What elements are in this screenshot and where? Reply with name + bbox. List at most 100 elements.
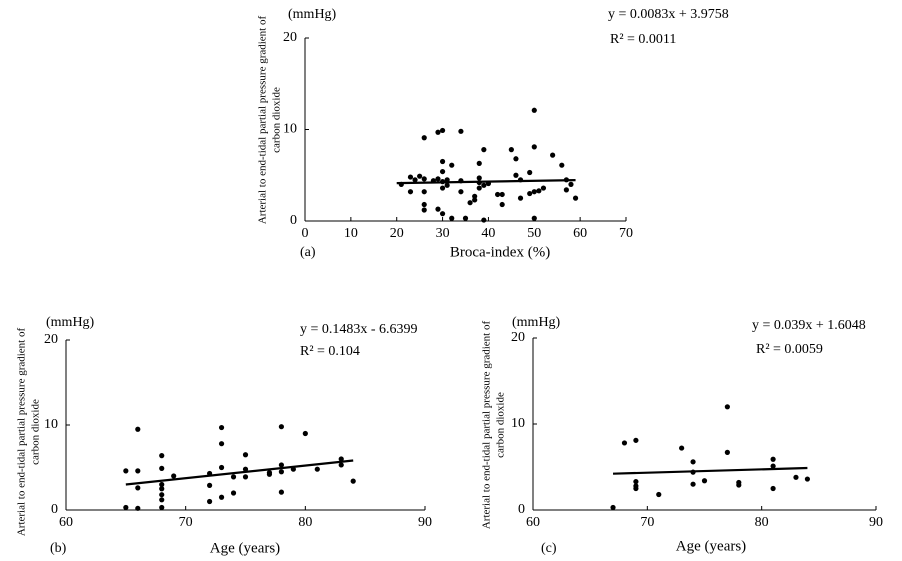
point — [417, 173, 423, 179]
panel-label: (a) — [300, 245, 316, 260]
y-tick-label: 10 — [44, 417, 58, 432]
point — [770, 463, 776, 469]
point — [508, 147, 514, 153]
y-tick-label: 0 — [51, 502, 58, 517]
point — [476, 185, 482, 191]
point — [207, 482, 213, 488]
point — [266, 471, 273, 477]
x-tick-label: 60 — [59, 515, 73, 530]
point — [690, 459, 696, 465]
panel-label: (b) — [50, 541, 67, 556]
point — [314, 466, 320, 472]
point — [302, 430, 308, 437]
trend-line — [396, 179, 576, 185]
y-tick-label: 10 — [283, 122, 297, 137]
point — [568, 181, 574, 187]
y-axis-label: carbon dioxide — [271, 87, 283, 153]
x-tick-label: 90 — [418, 515, 432, 530]
point — [159, 486, 165, 492]
point — [770, 456, 776, 462]
point — [421, 189, 427, 195]
point — [230, 490, 237, 496]
point — [435, 176, 441, 182]
point — [123, 468, 129, 474]
x-tick-label: 60 — [526, 515, 540, 530]
point — [135, 485, 141, 491]
point — [458, 128, 464, 134]
point — [407, 189, 414, 195]
point — [531, 144, 537, 150]
point — [159, 481, 165, 488]
point — [701, 478, 708, 484]
point — [633, 437, 639, 443]
x-tick-label: 30 — [436, 226, 450, 241]
x-tick-label: 60 — [573, 226, 587, 241]
point — [207, 498, 213, 505]
point — [656, 491, 662, 498]
point — [724, 404, 730, 410]
point — [439, 127, 446, 134]
point — [439, 158, 446, 165]
y-axis-label: carbon dioxide — [495, 392, 507, 458]
point — [633, 479, 639, 485]
point — [218, 494, 225, 500]
point — [513, 172, 519, 178]
y-tick-label: 0 — [518, 502, 525, 517]
point — [439, 211, 446, 217]
point — [499, 201, 505, 208]
y-tick-label: 0 — [290, 213, 297, 228]
point — [412, 177, 418, 183]
point — [476, 175, 482, 181]
x-axis-label: Age (years) — [210, 540, 280, 556]
point — [472, 197, 478, 203]
point — [531, 215, 537, 221]
point — [531, 107, 537, 113]
panel-label: (c) — [541, 541, 557, 556]
point — [517, 195, 524, 201]
y-axis-label: carbon dioxide — [30, 399, 42, 465]
x-tick-label: 50 — [527, 226, 541, 241]
point — [572, 195, 579, 201]
y-axis-label: Arterial to end-tidal partial pressure g… — [257, 16, 269, 225]
y-tick-label: 20 — [44, 332, 58, 347]
point — [421, 176, 427, 182]
point — [610, 504, 616, 511]
r-squared: R² = 0.0011 — [610, 32, 676, 47]
point — [171, 473, 177, 479]
trend-line — [613, 466, 808, 475]
point — [435, 206, 441, 212]
point — [536, 188, 542, 194]
equation: y = 0.1483x - 6.6399 — [300, 322, 418, 337]
point — [467, 200, 473, 206]
point — [472, 193, 478, 199]
point — [159, 497, 165, 503]
y-tick-label: 20 — [283, 30, 297, 45]
point — [135, 505, 141, 511]
x-tick-label: 40 — [481, 226, 495, 241]
point — [435, 129, 441, 135]
point — [736, 482, 742, 488]
point — [218, 464, 225, 471]
x-tick-label: 10 — [344, 226, 358, 241]
point — [407, 174, 414, 180]
point — [135, 468, 141, 474]
x-axis-label: Age (years) — [676, 538, 746, 554]
point — [527, 190, 533, 197]
point — [550, 152, 556, 158]
point — [481, 217, 487, 223]
point — [476, 160, 482, 166]
point — [278, 424, 284, 430]
y-axis-label: Arterial to end-tidal partial pressure g… — [16, 328, 28, 537]
point — [444, 182, 450, 188]
point — [242, 466, 249, 472]
point — [495, 191, 501, 198]
point — [690, 481, 696, 487]
point — [481, 182, 487, 188]
x-tick-label: 70 — [640, 515, 654, 530]
point — [527, 169, 533, 176]
equation: y = 0.0083x + 3.9758 — [608, 7, 729, 22]
point — [278, 462, 284, 468]
point — [421, 207, 427, 213]
point — [724, 449, 730, 455]
point — [804, 476, 811, 482]
